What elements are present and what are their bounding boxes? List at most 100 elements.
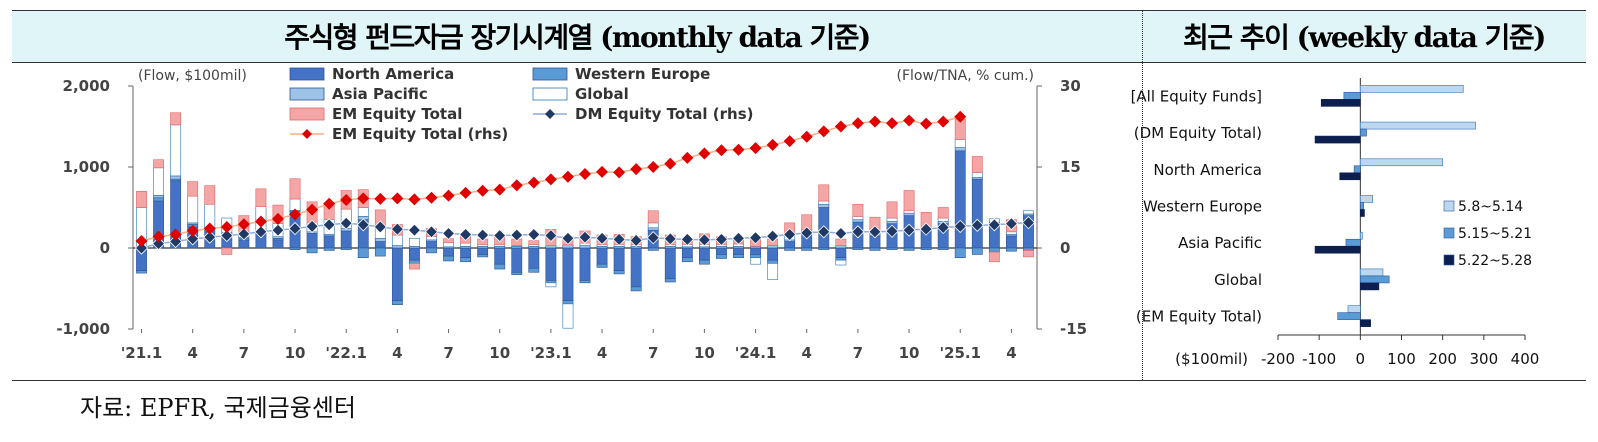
legend-swatch-em bbox=[289, 107, 325, 121]
right-bar-2 bbox=[1343, 92, 1361, 100]
right-legend-label: 5.15~5.21 bbox=[1458, 226, 1532, 242]
bar-asia-pacific bbox=[647, 227, 659, 231]
em-equity-total-rhs-point bbox=[800, 130, 813, 143]
dm-equity-total-rhs-point bbox=[1004, 217, 1018, 231]
em-equity-total-rhs-point bbox=[868, 115, 881, 128]
right-bar-2 bbox=[1360, 275, 1390, 284]
y-tick-label: -1,000 bbox=[56, 320, 110, 338]
right-legend-label: 5.8~5.14 bbox=[1458, 199, 1523, 215]
dm-equity-total-rhs-point bbox=[817, 225, 831, 239]
bar-north-america bbox=[954, 150, 966, 249]
legend-swatch-ap bbox=[289, 87, 325, 101]
em-equity-total-rhs-point bbox=[749, 142, 762, 155]
em-equity-total-rhs-point bbox=[220, 220, 233, 233]
bar-north-america bbox=[340, 230, 352, 249]
dm-equity-total-rhs-point bbox=[424, 225, 439, 239]
bar-global bbox=[750, 257, 761, 265]
dm-equity-total-rhs-point bbox=[237, 227, 251, 241]
em-equity-total-rhs-point bbox=[493, 183, 506, 196]
em-equity-total-rhs-point bbox=[135, 234, 148, 247]
right-category-label: (EM Equity Total) bbox=[1136, 308, 1262, 326]
bar-north-america bbox=[971, 178, 983, 249]
legend-label-na: North America bbox=[332, 65, 454, 83]
bar-global bbox=[1005, 231, 1017, 235]
right-bar-3 bbox=[1314, 245, 1361, 254]
right-bar-1 bbox=[1360, 268, 1384, 277]
bar-global bbox=[852, 216, 864, 220]
y-tick-label: 1,000 bbox=[63, 158, 110, 176]
bar-north-america bbox=[477, 247, 489, 255]
bottom-rule bbox=[12, 380, 1586, 381]
bar-western-europe bbox=[374, 247, 386, 257]
x-tick-label: '23.1 bbox=[530, 344, 572, 362]
legend-marker-dm bbox=[545, 109, 555, 119]
dm-equity-total-rhs-point bbox=[134, 241, 149, 255]
bar-western-europe bbox=[306, 247, 318, 254]
x-tick-label: 4 bbox=[187, 344, 197, 362]
bar-global bbox=[903, 210, 915, 214]
bar-asia-pacific bbox=[562, 244, 574, 249]
top-rule bbox=[12, 10, 1586, 11]
bar-asia-pacific bbox=[903, 212, 915, 216]
bar-western-europe bbox=[716, 254, 727, 259]
bar-em-equity-total bbox=[988, 251, 1000, 263]
em-equity-total-rhs-point bbox=[596, 165, 609, 178]
right-bar-2 bbox=[1360, 128, 1367, 137]
x-tick-label: 4 bbox=[392, 344, 402, 362]
dm-equity-total-rhs-point bbox=[390, 222, 404, 236]
bar-western-europe bbox=[545, 280, 557, 284]
source-note: 자료: EPFR, 국제금융센터 bbox=[80, 394, 357, 422]
bar-asia-pacific bbox=[852, 219, 864, 223]
bar-global bbox=[647, 222, 659, 229]
bar-north-america bbox=[460, 247, 472, 259]
dm-equity-total-rhs-point bbox=[1021, 216, 1036, 230]
right-bar-1 bbox=[1360, 158, 1443, 167]
right-chart-title: 최근 추이 (weekly data 기준) bbox=[1142, 10, 1586, 62]
bar-western-europe bbox=[579, 280, 591, 284]
bar-global bbox=[835, 259, 847, 266]
right-category-label: North America bbox=[1153, 161, 1262, 179]
em-equity-total-rhs-point bbox=[715, 144, 728, 157]
legend-label-gl: Global bbox=[575, 85, 629, 103]
bar-western-europe bbox=[1023, 247, 1034, 251]
em-equity-total-rhs-point bbox=[886, 117, 899, 130]
em-equity-total-rhs-point bbox=[613, 166, 626, 179]
y-tick-label: 0 bbox=[100, 239, 110, 257]
bar-western-europe bbox=[443, 255, 454, 262]
legend-swatch-gl bbox=[532, 87, 568, 101]
legend-label-ap: Asia Pacific bbox=[332, 85, 428, 103]
right-bar-3 bbox=[1339, 172, 1361, 181]
legend-label-emr: EM Equity Total (rhs) bbox=[332, 125, 508, 143]
em-equity-total-rhs-point bbox=[169, 228, 182, 241]
bar-western-europe bbox=[391, 300, 403, 305]
dm-equity-total-rhs-point bbox=[339, 216, 353, 230]
em-equity-total-rhs-point bbox=[834, 120, 847, 133]
bar-asia-pacific bbox=[153, 195, 165, 199]
right-bar-2 bbox=[1353, 165, 1361, 174]
legend-label-we: Western Europe bbox=[575, 65, 710, 83]
right-bar-3 bbox=[1320, 99, 1361, 107]
bar-north-america bbox=[698, 247, 710, 261]
right-category-label: Asia Pacific bbox=[1178, 234, 1262, 252]
x-tick-label: '21.1 bbox=[121, 344, 163, 362]
right-legend-label: 5.22~5.28 bbox=[1458, 253, 1532, 269]
right-bar-3 bbox=[1360, 209, 1365, 217]
dm-equity-total-rhs-point bbox=[868, 225, 882, 239]
bar-north-america bbox=[443, 247, 454, 257]
bar-western-europe bbox=[426, 247, 437, 254]
x-tick-label: '22.1 bbox=[325, 344, 367, 362]
right-legend-swatch bbox=[1443, 200, 1455, 212]
bar-north-america bbox=[750, 247, 761, 255]
bar-asia-pacific bbox=[835, 245, 847, 249]
bar-western-europe bbox=[903, 247, 915, 251]
bar-western-europe bbox=[852, 247, 864, 250]
em-equity-total-rhs-point bbox=[698, 147, 711, 160]
bar-em-equity-total bbox=[289, 178, 301, 200]
right-category-label: (DM Equity Total) bbox=[1134, 124, 1262, 142]
dm-equity-total-rhs-point bbox=[714, 232, 729, 246]
bar-global bbox=[153, 167, 165, 196]
dm-equity-total-rhs-point bbox=[936, 220, 950, 235]
em-equity-total-rhs-point bbox=[408, 193, 421, 206]
right-x-tick-label: 100 bbox=[1387, 350, 1416, 368]
